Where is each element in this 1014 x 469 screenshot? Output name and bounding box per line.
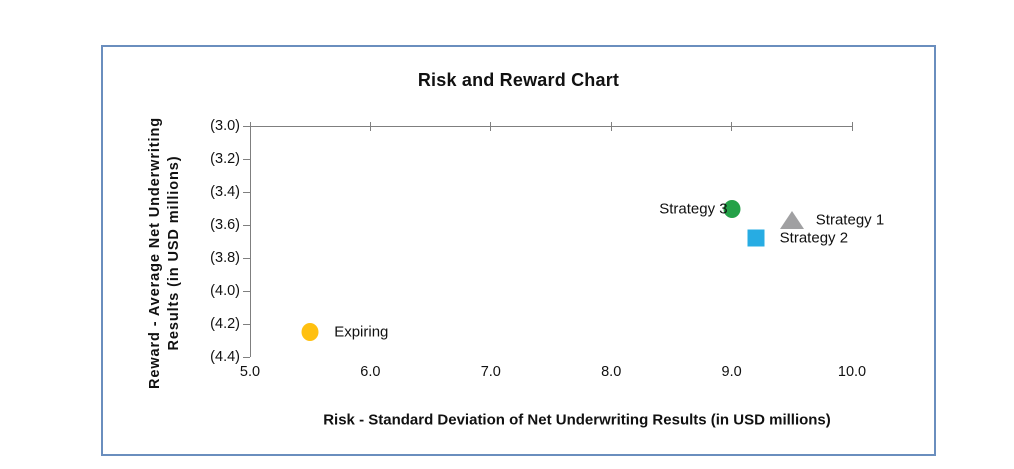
y-tick-mark: [243, 191, 250, 193]
y-axis-line: [250, 126, 251, 357]
plot-area: 5.0 6.0 7.0 8.0 9.0 10.0 (3.0) (3.2) (3.4) (3.6) (…: [210, 118, 884, 380]
y-tick-label: (3.6): [210, 217, 240, 233]
y-tick-mark: [243, 290, 250, 292]
marker-expiring: [301, 323, 319, 342]
y-tick-label: (3.2): [210, 151, 240, 167]
point-label-expiring: Expiring: [334, 323, 389, 341]
x-axis-line: [250, 126, 852, 127]
x-axis-title: Risk - Standard Deviation of Net Underwr…: [323, 411, 831, 429]
y-axis-title-line-1: Reward - Average Net Underwriting: [147, 117, 163, 389]
y-tick-mark: [243, 158, 250, 160]
chart-title: Risk and Reward Chart: [417, 70, 620, 90]
y-tick-mark: [243, 224, 250, 226]
x-tick-mark: [851, 122, 853, 131]
y-tick-label: (3.0): [210, 118, 240, 134]
y-axis-title-line-2: Results (in USD millions): [166, 155, 182, 351]
marker-strategy-3: [723, 199, 741, 218]
x-tick-mark: [490, 122, 492, 131]
y-tick-label: (3.8): [210, 250, 240, 266]
y-tick-mark: [243, 257, 250, 259]
x-tick-label: 6.0: [360, 364, 381, 380]
point-label-strategy-2: Strategy 2: [779, 229, 849, 247]
x-tick-label: 5.0: [239, 364, 261, 380]
x-tick-mark: [369, 122, 371, 131]
chart-frame: Risk and Reward Chart Reward - Average N…: [101, 45, 936, 456]
x-tick-mark: [731, 122, 733, 131]
point-label-strategy-3: Strategy 3: [659, 200, 728, 217]
x-tick-mark: [610, 122, 612, 131]
y-axis-title: Reward - Average Net Underwriting Result…: [146, 117, 184, 389]
point-label-strategy-1: Strategy 1: [815, 211, 885, 229]
x-tick-label: 7.0: [480, 364, 501, 380]
y-tick-mark: [243, 125, 250, 127]
marker-strategy-2: [747, 229, 765, 247]
marker-strategy-1: [779, 211, 804, 230]
y-tick-label: (4.2): [210, 316, 240, 332]
y-tick-mark: [243, 323, 250, 325]
x-tick-label: 10.0: [837, 364, 867, 380]
x-tick-label: 9.0: [721, 364, 742, 380]
x-tick-label: 8.0: [601, 364, 622, 380]
x-tick-mark: [249, 122, 251, 131]
y-tick-label: (4.4): [210, 349, 240, 365]
y-tick-label: (3.4): [210, 184, 240, 200]
y-tick-label: (4.0): [210, 283, 240, 299]
y-tick-mark: [243, 356, 250, 358]
